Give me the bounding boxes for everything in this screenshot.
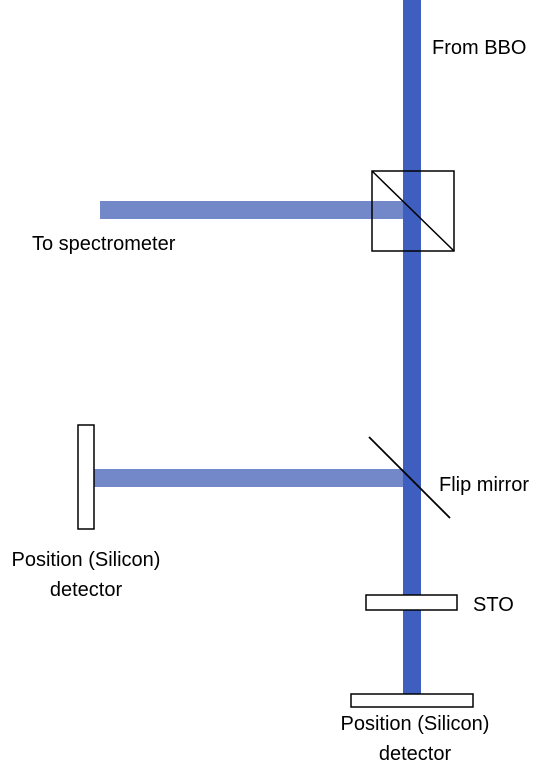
main-beam bbox=[403, 0, 421, 694]
side-detector-label-line1: Position (Silicon) bbox=[12, 549, 161, 571]
bottom-detector-label-line2: detector bbox=[379, 743, 452, 765]
bottom-detector-label-line1: Position (Silicon) bbox=[341, 713, 490, 735]
from-bbo-label: From BBO bbox=[432, 37, 526, 59]
side-position-detector bbox=[77, 424, 95, 530]
side-detector-label-line2: detector bbox=[50, 579, 123, 601]
spectrometer-branch-beam bbox=[100, 201, 412, 219]
beam-splitter-cube bbox=[371, 170, 455, 252]
to-spectrometer-label: To spectrometer bbox=[32, 233, 176, 255]
detector-branch-beam bbox=[94, 469, 412, 487]
sto-crystal bbox=[365, 594, 458, 611]
beam-splitter-diagonal bbox=[371, 170, 455, 252]
flip-mirror-label: Flip mirror bbox=[439, 474, 529, 496]
flip-mirror bbox=[368, 436, 451, 519]
bottom-position-detector bbox=[350, 693, 474, 708]
sto-label: STO bbox=[473, 594, 514, 616]
